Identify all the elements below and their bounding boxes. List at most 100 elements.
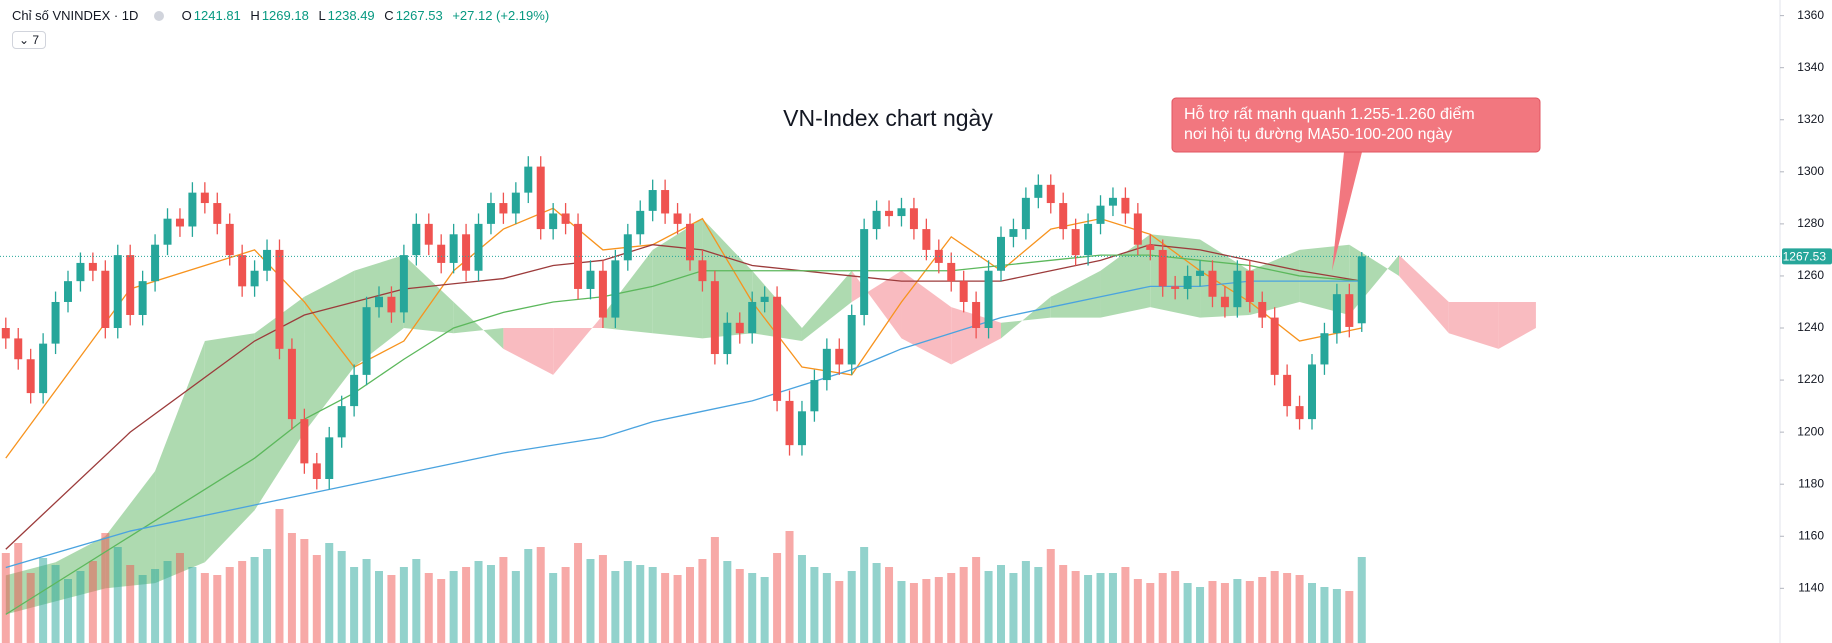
cloud-segment bbox=[1050, 270, 1101, 318]
candle-body bbox=[275, 249, 284, 349]
y-tick-label: 1160 bbox=[1798, 528, 1824, 542]
cloud-segment bbox=[304, 270, 355, 433]
candle-body bbox=[561, 213, 570, 224]
candle-body bbox=[263, 249, 272, 271]
candle-body bbox=[835, 348, 844, 365]
candle-body bbox=[810, 380, 819, 412]
volume-bar bbox=[1258, 577, 1267, 643]
volume-bar bbox=[163, 561, 172, 643]
volume-bar bbox=[462, 567, 471, 643]
volume-bar bbox=[934, 577, 943, 643]
candle-body bbox=[1220, 296, 1229, 308]
candle-body bbox=[1345, 294, 1354, 327]
candle-body bbox=[1146, 244, 1155, 250]
volume-bar bbox=[549, 573, 558, 643]
cloud-segment bbox=[1249, 249, 1300, 315]
volume-bar bbox=[126, 565, 135, 643]
volume-bar bbox=[412, 559, 421, 643]
volume-bar bbox=[673, 575, 682, 643]
candle-body bbox=[350, 374, 359, 407]
candle-body bbox=[449, 234, 458, 263]
cloud-segment bbox=[1001, 296, 1051, 339]
last-price-label: 1267.53 bbox=[1783, 250, 1827, 264]
volume-bar bbox=[909, 583, 918, 643]
volume-bar bbox=[1046, 549, 1055, 643]
candle-body bbox=[959, 281, 968, 302]
volume-bar bbox=[337, 551, 346, 643]
volume-bar bbox=[561, 567, 570, 643]
ohlc-label: O bbox=[181, 8, 192, 23]
volume-bar bbox=[760, 577, 769, 643]
candle-body bbox=[1059, 203, 1068, 230]
candle-body bbox=[710, 281, 719, 355]
candle-body bbox=[511, 192, 520, 214]
candle-body bbox=[847, 314, 856, 365]
candle-body bbox=[1245, 270, 1254, 302]
candle-body bbox=[412, 223, 421, 256]
volume-bar bbox=[1, 553, 10, 643]
candle-body bbox=[14, 338, 23, 360]
candle-body bbox=[375, 296, 383, 308]
candle-body bbox=[623, 234, 632, 261]
volume-bar bbox=[225, 567, 234, 643]
cloud-segment bbox=[1498, 301, 1536, 349]
volume-bar bbox=[1345, 591, 1354, 643]
candle-body bbox=[1357, 256, 1366, 324]
candle-body bbox=[860, 229, 869, 315]
volume-bar bbox=[797, 555, 806, 643]
volume-bar bbox=[1208, 581, 1217, 643]
cloud-segment bbox=[901, 270, 952, 365]
volume-bar bbox=[88, 561, 97, 643]
volume-bar bbox=[1121, 567, 1130, 643]
last-price-tag bbox=[1782, 248, 1832, 265]
candle-body bbox=[101, 270, 110, 329]
candle-body bbox=[648, 190, 657, 211]
y-tick-label: 1340 bbox=[1797, 60, 1824, 74]
volume-bar bbox=[1071, 571, 1080, 643]
volume-bar bbox=[1196, 587, 1205, 643]
candle-body bbox=[1308, 364, 1316, 420]
candle-body bbox=[51, 301, 60, 344]
volume-bar bbox=[1034, 567, 1043, 643]
ohlc-value: 1241.81 bbox=[193, 8, 241, 23]
candle-body bbox=[1133, 213, 1142, 245]
volume-bar bbox=[1308, 583, 1316, 643]
callout: Hỗ trợ rất mạnh quanh 1.255-1.260 điểm n… bbox=[1171, 97, 1541, 271]
volume-bar bbox=[748, 573, 757, 643]
y-tick-label: 1220 bbox=[1797, 372, 1824, 386]
candle-body bbox=[325, 437, 334, 479]
candle-body bbox=[499, 203, 508, 214]
volume-bar bbox=[897, 581, 906, 643]
volume-bar bbox=[1084, 575, 1093, 643]
candle-body bbox=[1183, 275, 1192, 289]
candle-body bbox=[1021, 197, 1030, 230]
candle-body bbox=[997, 236, 1005, 271]
ohlc-value: 1267.53 bbox=[395, 8, 443, 23]
y-tick-label: 1360 bbox=[1797, 8, 1824, 22]
volume-bar bbox=[773, 553, 782, 643]
indicator-toggle[interactable]: ⌄ 7 bbox=[12, 31, 47, 49]
candle-body bbox=[897, 208, 906, 217]
candle-body bbox=[760, 296, 769, 302]
candle-body bbox=[362, 307, 371, 375]
volume-bar bbox=[598, 555, 607, 643]
candle-body bbox=[1034, 184, 1043, 198]
candle-body bbox=[598, 270, 607, 318]
candle-body bbox=[486, 203, 495, 224]
volume-bar bbox=[1021, 561, 1030, 643]
ohlc-value: 1238.49 bbox=[327, 8, 375, 23]
icon bbox=[154, 11, 165, 21]
candle-body bbox=[1258, 301, 1267, 318]
callout-pointer bbox=[1332, 152, 1362, 271]
volume-bar bbox=[175, 553, 184, 643]
candle-body bbox=[934, 249, 943, 263]
volume-bar bbox=[76, 571, 85, 643]
volume-bar bbox=[312, 555, 321, 643]
candle-body bbox=[1332, 294, 1341, 334]
volume-bar bbox=[636, 565, 645, 643]
volume-bar bbox=[810, 567, 819, 643]
volume-bar bbox=[860, 547, 869, 643]
volume-bar bbox=[1283, 573, 1292, 643]
volume-bar bbox=[1245, 581, 1254, 643]
